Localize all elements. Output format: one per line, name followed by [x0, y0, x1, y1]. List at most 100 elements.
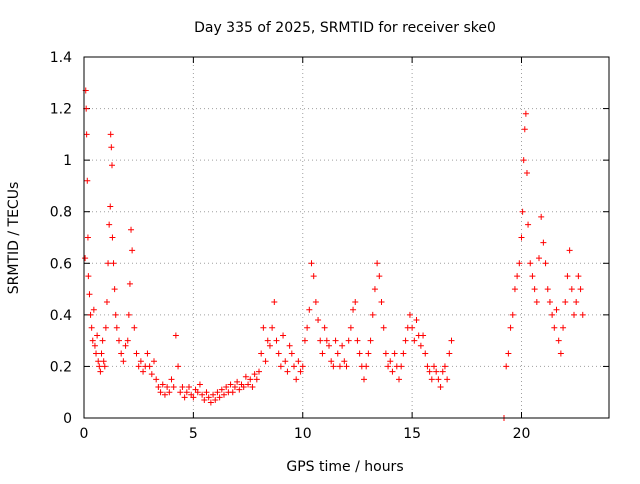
data-point: [520, 157, 527, 164]
data-point: [577, 286, 584, 293]
data-point: [101, 363, 108, 370]
data-point: [363, 363, 370, 370]
data-point: [116, 337, 122, 344]
data-point: [124, 337, 131, 344]
data-point: [350, 306, 357, 313]
data-point: [356, 350, 363, 357]
data-point: [301, 337, 308, 344]
data-point: [568, 286, 575, 293]
data-point: [186, 384, 192, 391]
data-point: [409, 324, 416, 331]
data-point: [446, 350, 453, 357]
data-point: [396, 376, 402, 383]
data-point: [560, 324, 567, 331]
data-point: [194, 389, 201, 396]
data-point: [579, 311, 586, 318]
y-tick-label: 1.4: [50, 50, 72, 66]
data-point: [218, 386, 225, 393]
data-point: [310, 273, 317, 280]
data-point: [86, 291, 93, 298]
data-point: [266, 342, 273, 349]
data-point: [122, 342, 129, 349]
data-point: [118, 350, 125, 357]
data-point: [328, 358, 335, 365]
data-point: [336, 363, 343, 370]
data-point: [361, 376, 367, 383]
data-point: [439, 368, 446, 375]
data-point: [159, 381, 166, 388]
data-point: [179, 384, 186, 391]
data-point: [509, 311, 516, 318]
y-axis-label: SRMTID / TECUs: [6, 182, 22, 295]
y-tick-label: 0: [63, 411, 72, 427]
data-point: [527, 260, 534, 267]
data-point: [308, 260, 315, 267]
data-point: [223, 384, 230, 391]
data-point: [100, 358, 107, 365]
data-point: [286, 342, 293, 349]
data-point: [102, 324, 109, 331]
data-point: [523, 170, 530, 177]
data-point: [214, 389, 221, 396]
data-point: [258, 350, 265, 357]
data-point: [365, 350, 372, 357]
data-point: [525, 221, 532, 228]
data-point: [109, 234, 116, 241]
data-point: [516, 260, 523, 267]
data-point: [413, 317, 420, 324]
data-point: [538, 213, 545, 220]
data-point: [120, 358, 127, 365]
data-point: [284, 368, 291, 375]
data-point: [571, 311, 577, 318]
data-point: [231, 384, 238, 391]
data-point: [402, 337, 409, 344]
data-point: [542, 260, 549, 267]
data-point: [503, 363, 510, 370]
data-point: [389, 368, 396, 375]
data-point: [161, 391, 168, 398]
data-point: [529, 273, 536, 280]
data-point: [369, 311, 376, 318]
data-point: [566, 247, 573, 254]
data-point: [201, 396, 208, 403]
data-point: [94, 332, 101, 339]
data-point: [234, 378, 241, 385]
data-point: [256, 368, 262, 375]
data-point: [398, 363, 405, 370]
data-point: [229, 389, 236, 396]
data-point: [531, 286, 538, 293]
data-point: [317, 337, 324, 344]
data-point: [522, 110, 529, 117]
data-point: [155, 384, 162, 391]
data-point: [146, 363, 153, 370]
data-point: [546, 298, 553, 305]
data-point: [111, 286, 118, 293]
data-point: [181, 394, 188, 401]
data-point: [334, 350, 341, 357]
data-point: [312, 298, 319, 305]
data-point: [84, 234, 91, 241]
y-tick-label: 0.8: [50, 205, 72, 221]
data-point: [85, 273, 92, 280]
data-point: [378, 298, 385, 305]
data-point: [175, 363, 182, 370]
data-point: [295, 358, 302, 365]
data-point: [519, 208, 526, 215]
data-point: [87, 311, 94, 318]
axis-ticks: 0 5 10 15 20 0 0.2 0.4 0.6 0.8 1 1.2 1.4: [50, 50, 609, 442]
data-point: [433, 368, 440, 375]
data-point: [437, 384, 444, 391]
data-point: [96, 363, 103, 370]
data-point: [240, 384, 247, 391]
data-point: [553, 306, 560, 313]
data-point: [391, 350, 398, 357]
data-point: [273, 337, 280, 344]
data-point: [374, 260, 381, 267]
data-point: [343, 363, 350, 370]
data-point: [431, 363, 437, 370]
data-point: [89, 337, 96, 344]
data-point: [110, 260, 117, 267]
data-point: [190, 394, 197, 401]
data-point: [424, 363, 431, 370]
